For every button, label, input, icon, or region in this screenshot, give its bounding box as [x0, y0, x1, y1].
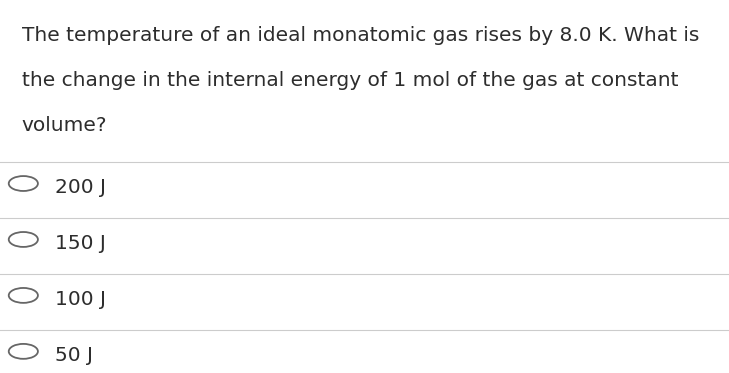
Text: 100 J: 100 J — [55, 290, 106, 309]
Text: 150 J: 150 J — [55, 234, 106, 253]
Text: The temperature of an ideal monatomic gas rises by 8.0 K. What is: The temperature of an ideal monatomic ga… — [22, 26, 699, 45]
Text: 200 J: 200 J — [55, 178, 106, 197]
Text: the change in the internal energy of 1 mol of the gas at constant: the change in the internal energy of 1 m… — [22, 71, 679, 90]
Text: volume?: volume? — [22, 116, 107, 135]
Text: 50 J: 50 J — [55, 346, 93, 365]
